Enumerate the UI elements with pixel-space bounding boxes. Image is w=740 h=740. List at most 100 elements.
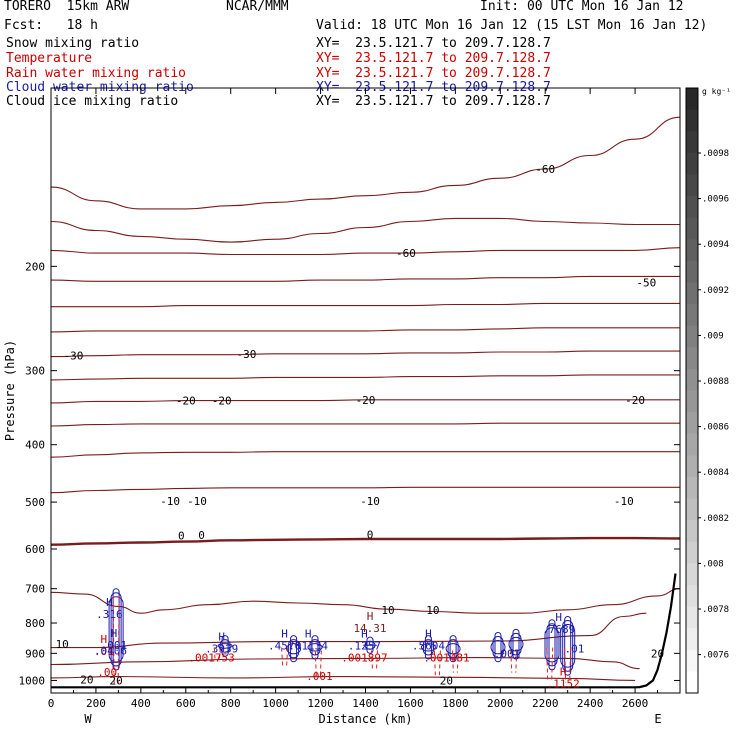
cloud-contour-3-0 <box>311 635 319 660</box>
x-tick-label-8: 1600 <box>397 697 424 710</box>
rain-contour-0 <box>112 595 120 685</box>
maximum-value-4: .00 <box>97 666 117 679</box>
init-time: Init: 00 UTC Mon 16 Jan 12 <box>480 0 684 14</box>
x-tick-label-4: 800 <box>221 697 241 710</box>
colorbar-swatch-26 <box>686 649 698 672</box>
isotherm-label-12: -10 <box>614 495 634 508</box>
colorbar-swatch-25 <box>686 628 698 651</box>
colorbar-swatch-2 <box>686 131 698 154</box>
y-tick-label-2: 400 <box>25 439 45 452</box>
isotherm--20 <box>50 399 680 404</box>
cloud-contour-9-1 <box>546 623 558 667</box>
cloud-contour-0-1 <box>110 592 122 667</box>
isotherm-0 <box>50 536 681 546</box>
maximum-value-10: 14.31 <box>353 622 386 635</box>
rain-contour-6 <box>451 650 459 673</box>
isotherm-label-22: 20 <box>651 647 664 660</box>
isotherm-label-20: 20 <box>109 675 122 688</box>
colorbar-unit: g kg⁻¹ <box>702 87 731 96</box>
isotherm-label-0: -60 <box>535 163 555 176</box>
cloud-contour-0-0 <box>112 588 120 671</box>
maximum-value-17: .01 <box>564 643 584 656</box>
colorbar-tick-label-4: .009 <box>702 331 724 341</box>
isotherm-label-6: -20 <box>212 395 232 408</box>
x-tick-label-3: 600 <box>176 697 196 710</box>
contour-labels: -60 -60 -50 -30 -30 -20 -20 -20 -20 -10 -10 -10 -10 0… <box>56 163 665 691</box>
colorbar-swatch-20 <box>686 520 698 543</box>
isotherm-label-15: 0 <box>367 529 374 542</box>
isotherm-label-19: 20 <box>80 673 93 686</box>
valid-time: Valid: 18 UTC Mon 16 Jan 12 (15 LST Mon … <box>316 18 708 33</box>
isotherm-label-16: 10 <box>381 604 394 617</box>
maximum-value-16: .7689 <box>542 623 575 636</box>
y-tick-label-7: 900 <box>25 647 45 660</box>
colorbar-tick-label-3: .0092 <box>702 286 729 296</box>
cloud-contour-7-1 <box>492 636 504 659</box>
colorbar-swatch-23 <box>686 585 698 608</box>
cloud-contour-2-0 <box>290 635 298 663</box>
x-tick-label-1: 200 <box>86 697 106 710</box>
isotherm-label-5: -20 <box>176 395 196 408</box>
colorbar-swatch-7 <box>686 239 698 262</box>
x-tick-label-0: 0 <box>48 697 55 710</box>
isotherm-15 <box>51 612 647 649</box>
isotherm-label-21: 20 <box>440 675 453 688</box>
maximum-h-13: H <box>425 627 432 640</box>
colorbar-tick-label-6: .0086 <box>702 423 729 433</box>
colorbar-tick-label-10: .0078 <box>702 605 729 615</box>
axes: 0 200 400 600 800 1000 1200 1400 1600 1800 2000 220… <box>3 87 681 726</box>
cloud-contour-1-0 <box>221 635 229 657</box>
colorbar-swatch-11 <box>686 325 698 348</box>
center-title: NCAR/MMM <box>226 0 289 14</box>
isotherm--40 <box>51 302 680 308</box>
x-tick-label-9: 1800 <box>442 697 469 710</box>
colorbar-swatch-17 <box>686 455 698 478</box>
x-end-label-west: W <box>84 712 92 726</box>
rain-contour-9 <box>564 647 572 684</box>
x-tick-label-10: 2000 <box>487 697 514 710</box>
maximum-h-18: H <box>560 666 567 679</box>
maximum-value-9: .001 <box>306 670 333 683</box>
x-tick-label-11: 2200 <box>532 697 559 710</box>
x-end-label-east: E <box>654 712 661 726</box>
rain-contour-8 <box>546 647 554 681</box>
maximum-value-1: .001 <box>101 639 128 652</box>
cloud-contour-1-1 <box>219 639 231 653</box>
colorbar-swatch-6 <box>686 217 698 240</box>
colorbar-swatch-0 <box>686 88 698 111</box>
isotherm-label-8: -20 <box>625 394 645 407</box>
cloud-contour-5-0 <box>424 635 432 660</box>
colorbar: g kg⁻¹ .0098 .0096 .0094 .0092 .009 .0088 .0086… <box>685 87 731 694</box>
isotherm-label-3: -30 <box>64 350 84 363</box>
maximum-value-7: .4570 <box>268 639 301 652</box>
y-tick-label-3: 500 <box>25 496 45 509</box>
cloud-contour-6-0 <box>449 635 457 663</box>
colorbar-tick-label-5: .0088 <box>702 377 729 387</box>
maximum-value-15: .001 <box>494 647 521 660</box>
isotherm-20 <box>50 657 640 670</box>
terrain-line <box>51 573 677 689</box>
cloud-contour-5-1 <box>422 639 434 656</box>
maximum-h-5: H <box>218 631 225 644</box>
maximum-h-7: H <box>281 627 288 640</box>
maximum-h-2: H <box>100 633 107 646</box>
colorbar-swatch-15 <box>686 412 698 435</box>
y-tick-label-8: 1000 <box>19 674 46 687</box>
isotherm--25 <box>50 374 680 381</box>
cloud-contour-1-2 <box>217 643 233 649</box>
colorbar-swatch-1 <box>686 109 698 132</box>
x-axis-label: Distance (km) <box>319 712 413 726</box>
isotherm--60 <box>50 116 681 210</box>
rain-contour-2 <box>281 647 289 666</box>
isotherm-25 <box>50 676 636 681</box>
isotherm-label-17: 10 <box>426 604 439 617</box>
x-tick-label-12: 2400 <box>577 697 604 710</box>
y-tick-label-4: 600 <box>25 543 45 556</box>
maximum-value-3: .0406 <box>94 644 127 657</box>
maximum-h-10: H <box>367 610 374 623</box>
legend-cloud-water-name: Cloud water mixing ratio <box>6 80 194 95</box>
isotherm-label-14: 0 <box>198 529 205 542</box>
legend-rain-xy: XY= 23.5.121.7 to 209.7.128.7 <box>316 66 551 81</box>
maximum-h-8: H <box>305 627 312 640</box>
